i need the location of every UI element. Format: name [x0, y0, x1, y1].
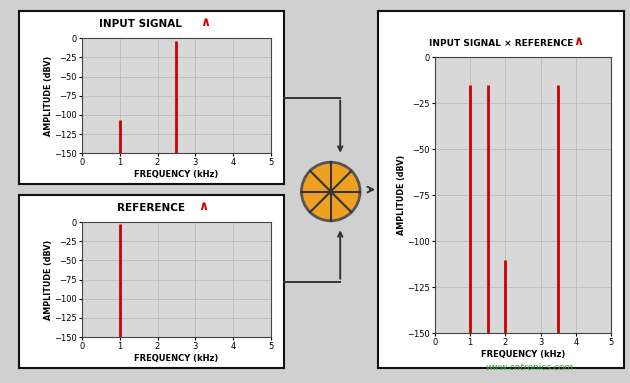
Text: REFERENCE: REFERENCE	[117, 203, 185, 213]
Circle shape	[302, 162, 360, 221]
Text: INPUT SIGNAL × REFERENCE: INPUT SIGNAL × REFERENCE	[428, 39, 573, 48]
X-axis label: FREQUENCY (kHz): FREQUENCY (kHz)	[134, 354, 219, 363]
Text: www.cntronics.com: www.cntronics.com	[485, 363, 573, 372]
Y-axis label: AMPLITUDE (dBV): AMPLITUDE (dBV)	[44, 56, 53, 136]
Text: INPUT SIGNAL: INPUT SIGNAL	[99, 19, 182, 29]
Text: ∧: ∧	[198, 200, 209, 213]
Text: ∧: ∧	[200, 16, 210, 29]
X-axis label: FREQUENCY (kHz): FREQUENCY (kHz)	[134, 170, 219, 179]
Y-axis label: AMPLITUDE (dBV): AMPLITUDE (dBV)	[44, 239, 53, 320]
Y-axis label: AMPLITUDE (dBV): AMPLITUDE (dBV)	[397, 155, 406, 236]
X-axis label: FREQUENCY (kHz): FREQUENCY (kHz)	[481, 350, 565, 359]
Text: ∧: ∧	[573, 35, 583, 48]
